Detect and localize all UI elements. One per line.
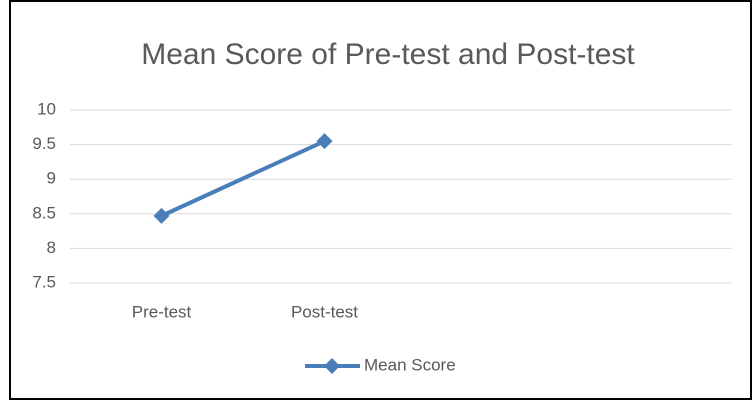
legend-marker xyxy=(324,358,340,374)
series-line xyxy=(160,139,326,218)
data-point xyxy=(153,207,170,224)
chart-frame xyxy=(9,0,752,400)
y-tick-label: 10 xyxy=(37,99,56,118)
y-tick-label: 8 xyxy=(47,238,56,257)
x-tick-label: Pre-test xyxy=(132,302,192,321)
y-tick-label: 7.5 xyxy=(32,272,56,291)
x-tick-label: Post-test xyxy=(291,302,358,321)
chart-title: Mean Score of Pre-test and Post-test xyxy=(141,38,635,71)
data-point xyxy=(316,133,333,150)
y-tick-label: 8.5 xyxy=(32,203,56,222)
y-tick-label: 9.5 xyxy=(32,134,56,153)
legend-label: Mean Score xyxy=(364,355,456,374)
y-tick-label: 9 xyxy=(47,169,56,188)
